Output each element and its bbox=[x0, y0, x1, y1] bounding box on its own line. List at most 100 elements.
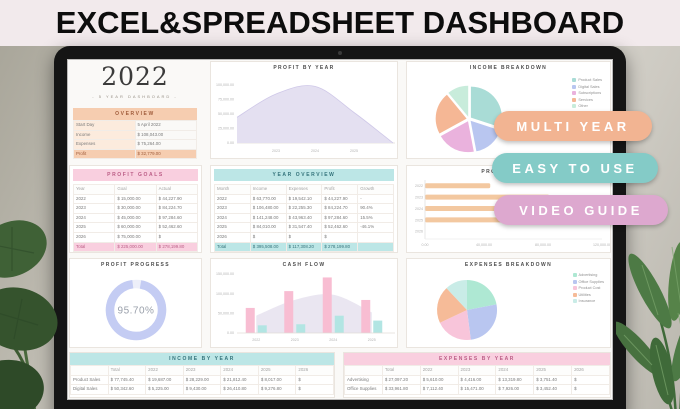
income-breakdown-panel: INCOME BREAKDOWN Product Sales Digital Sa… bbox=[406, 61, 611, 159]
cash-flow-title: CASH FLOW bbox=[282, 262, 326, 268]
income-breakdown-title: INCOME BREAKDOWN bbox=[469, 65, 548, 71]
legend-item: Insurance bbox=[572, 299, 604, 303]
expenses-by-year-table: Total 2022 2023 2024 2025 2026 Advertising $ 27… bbox=[344, 365, 610, 395]
svg-text:100,000.00: 100,000.00 bbox=[216, 83, 234, 87]
table-total-row: Profit $ 32,779.00 bbox=[73, 148, 197, 159]
svg-text:2025: 2025 bbox=[350, 149, 358, 153]
income-by-year-title: INCOME BY YEAR bbox=[70, 353, 334, 365]
table-header-row: Total 2022 2023 2024 2025 2026 bbox=[344, 365, 610, 376]
year-card: 2022 - 5 YEAR DASHBOARD - bbox=[69, 63, 201, 99]
plant-left bbox=[0, 220, 58, 409]
svg-text:2024: 2024 bbox=[311, 149, 319, 153]
cash-flow-bar-chart: 150,000.00 100,000.00 50,000.00 0.00 2022 202… bbox=[216, 272, 395, 342]
expenses-breakdown-panel: EXPENSES BREAKDOWN Advertising Office Sup… bbox=[406, 258, 611, 348]
income-breakdown-pie bbox=[435, 85, 502, 153]
svg-text:2024: 2024 bbox=[415, 207, 423, 211]
income-breakdown-legend: Product Sales Digital Sales Subscriptions S… bbox=[572, 78, 602, 108]
profit-goals-panel: PROFIT GOALS Year Goal Actual 2022 $ 15,000.… bbox=[69, 165, 202, 253]
svg-text:120,000.00: 120,000.00 bbox=[593, 243, 610, 247]
expenses-by-year-title: EXPENSES BY YEAR bbox=[344, 353, 610, 365]
profit-progress-title: PROFIT PROGRESS bbox=[100, 262, 171, 268]
table-row: Digital Sales $ 50,342.60 $ 5,225.00 $ 9,43… bbox=[70, 384, 334, 395]
overview-title: OVERVIEW bbox=[73, 108, 197, 120]
svg-text:0.00: 0.00 bbox=[422, 243, 429, 247]
overview-table: Start Day 5 April 2022 Income $ 108,043.00 E… bbox=[73, 120, 197, 159]
table-row: 2025 $ 60,000.00 $ 52,462.60 bbox=[72, 222, 199, 234]
table-header-row: Year Goal Actual bbox=[72, 184, 199, 195]
year-overview-panel: YEAR OVERVIEW Month Income Expenses Profit G… bbox=[210, 165, 398, 253]
table-row: Expenses $ 75,264.00 bbox=[73, 139, 197, 150]
table-total-row: Total $ 225,000.00 $ 278,199.80 bbox=[72, 241, 199, 252]
title-band: EXCEL&SPREADSHEET DASHBOARD bbox=[0, 0, 680, 46]
dashboard-year: 2022 bbox=[101, 62, 169, 91]
year-overview-table: Month Income Expenses Profit Growth 2022 $ 63,… bbox=[214, 184, 394, 252]
profit-progress-panel: PROFIT PROGRESS 95.70% bbox=[69, 258, 202, 348]
table-row: Income $ 108,043.00 bbox=[73, 129, 197, 141]
table-row: 2024 $ 45,000.00 $ 97,284.60 bbox=[72, 212, 199, 224]
svg-text:2022: 2022 bbox=[415, 184, 423, 188]
cash-flow-panel: CASH FLOW 150,000.00 100,000.00 50,000.00 0… bbox=[210, 258, 398, 348]
svg-text:95.70%: 95.70% bbox=[117, 306, 154, 317]
table-row: Office Supplies $ 33,961.80 $ 7,112.40 $ 15… bbox=[344, 384, 610, 395]
svg-text:2025: 2025 bbox=[368, 338, 376, 342]
svg-text:25,000.00: 25,000.00 bbox=[218, 127, 234, 131]
income-by-year-table: Total 2022 2023 2024 2025 2026 Product Sales $ … bbox=[70, 365, 334, 395]
expenses-breakdown-title: EXPENSES BREAKDOWN bbox=[464, 262, 553, 268]
svg-text:50,000.00: 50,000.00 bbox=[218, 312, 234, 316]
page-title: EXCEL&SPREADSHEET DASHBOARD bbox=[55, 5, 625, 40]
ribbon-video-guide: VIDEO GUIDE bbox=[494, 195, 668, 225]
overview-panel: OVERVIEW Start Day 5 April 2022 Income $ 10… bbox=[73, 108, 197, 159]
svg-text:75,000.00: 75,000.00 bbox=[218, 98, 234, 102]
ribbon-video-guide-label: VIDEO GUIDE bbox=[519, 202, 643, 218]
table-row: 2022 $ 15,000.00 $ 44,227.90 bbox=[72, 193, 199, 205]
ribbon-easy-to-use-label: EASY TO USE bbox=[512, 160, 638, 176]
table-row: 2023 $ 106,480.00 $ 22,255.30 $ 84,224.70 90… bbox=[214, 203, 394, 214]
expenses-breakdown-pie bbox=[437, 280, 498, 341]
income-by-year-panel: INCOME BY YEAR Total 2022 2023 2024 2025 2026… bbox=[69, 352, 335, 398]
svg-text:50,000.00: 50,000.00 bbox=[218, 112, 234, 116]
year-overview-title: YEAR OVERVIEW bbox=[214, 169, 394, 181]
legend-item: Services bbox=[572, 97, 602, 102]
svg-text:80,000.00: 80,000.00 bbox=[535, 243, 551, 247]
dashboard-subtitle: - 5 YEAR DASHBOARD - bbox=[92, 93, 178, 99]
table-header-row: Month Income Expenses Profit Growth bbox=[214, 184, 394, 195]
table-row: 2022 $ 63,770.00 $ 19,542.10 $ 44,227.90- bbox=[214, 193, 394, 205]
ribbon-multi-year-label: MULTI YEAR bbox=[516, 118, 630, 134]
legend-item: Product Cost bbox=[572, 286, 604, 290]
svg-text:2026: 2026 bbox=[415, 230, 423, 234]
profit-progress-donut: 95.70% bbox=[105, 279, 166, 341]
legend-item: Subscriptions bbox=[572, 91, 602, 95]
ribbon-multi-year: MULTI YEAR bbox=[494, 111, 652, 141]
plant-right bbox=[616, 241, 680, 409]
table-row: 2026 $ 75,000.00 $ bbox=[72, 232, 199, 243]
table-row: Start Day 5 April 2022 bbox=[73, 120, 197, 131]
expenses-breakdown-legend: Advertising Office Supplies Product Cost Ut… bbox=[572, 273, 604, 303]
profit-by-year-panel: PROFIT BY YEAR 100,000.00 75,000.00 50,000… bbox=[210, 61, 398, 159]
svg-text:2023: 2023 bbox=[291, 338, 299, 342]
svg-text:150,000.00: 150,000.00 bbox=[216, 272, 234, 276]
profit-by-year-area-chart: 100,000.00 75,000.00 50,000.00 25,000.00 0.0… bbox=[216, 83, 395, 153]
table-row: 2026 $ $ $ bbox=[214, 232, 394, 243]
svg-text:40,000.00: 40,000.00 bbox=[476, 243, 492, 247]
svg-text:100,000.00: 100,000.00 bbox=[216, 292, 234, 296]
svg-text:2025: 2025 bbox=[415, 218, 423, 222]
expenses-by-year-panel: EXPENSES BY YEAR Total 2022 2023 2024 2025 20… bbox=[343, 352, 611, 398]
legend-item: Advertising bbox=[572, 273, 604, 277]
table-total-row: Total $ 395,508.00 $ 117,308.20 $ 278,199.8… bbox=[214, 241, 394, 252]
webcam-dot bbox=[338, 51, 342, 55]
table-header-row: Total 2022 2023 2024 2025 2026 bbox=[70, 365, 334, 376]
svg-text:2022: 2022 bbox=[252, 338, 260, 342]
table-row: Advertising $ 27,097.20 $ 5,610.00 $ 4,416.… bbox=[344, 374, 610, 386]
svg-text:0.00: 0.00 bbox=[227, 331, 234, 335]
legend-item: Other bbox=[572, 104, 602, 108]
laptop-frame: 2022 - 5 YEAR DASHBOARD - OVERVIEW Start… bbox=[54, 46, 626, 409]
svg-text:0.00: 0.00 bbox=[227, 141, 234, 145]
profit-by-year-title: PROFIT BY YEAR bbox=[273, 65, 335, 71]
legend-item: Utilities bbox=[572, 292, 604, 297]
svg-text:2023: 2023 bbox=[415, 196, 423, 200]
table-row: 2025 $ 84,010.00 $ 31,547.40 $ 52,462.60 -46… bbox=[214, 222, 394, 234]
ribbon-easy-to-use: EASY TO USE bbox=[492, 153, 658, 183]
svg-text:2024: 2024 bbox=[329, 338, 337, 342]
profit-goals-table: Year Goal Actual 2022 $ 15,000.00 $ 44,227.90… bbox=[72, 184, 199, 252]
